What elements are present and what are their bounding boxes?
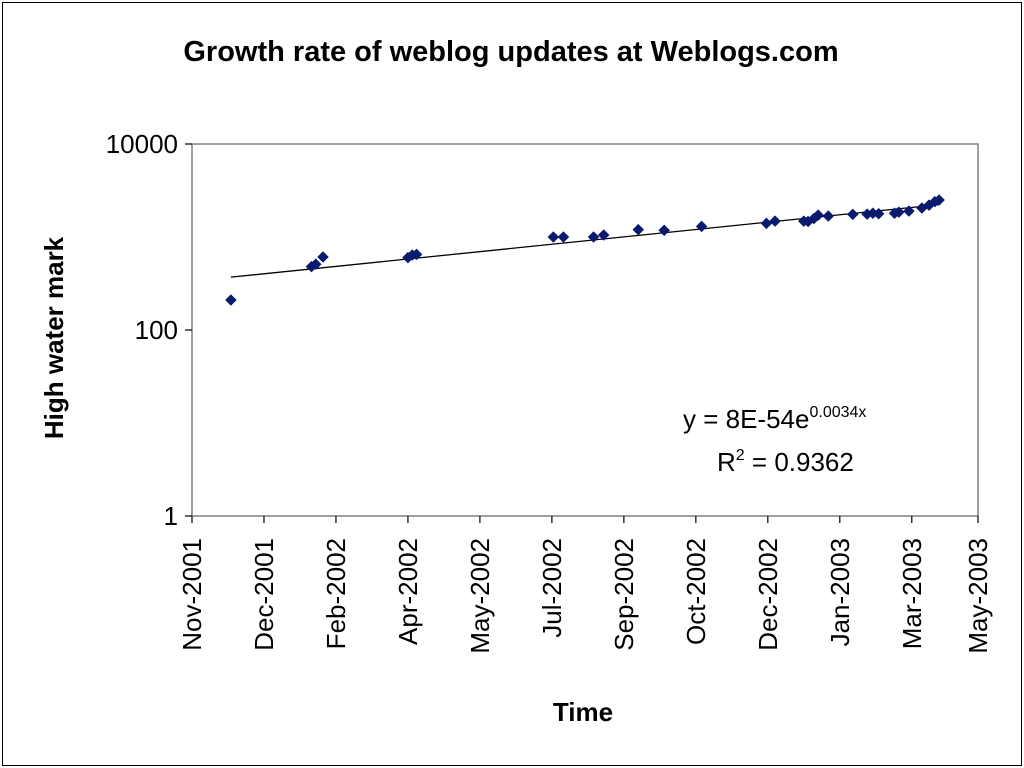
data-point [903, 205, 915, 217]
y-tick-label: 100 [135, 315, 178, 345]
x-tick-label: May-2003 [963, 538, 993, 654]
y-axis-title: High water mark [39, 236, 69, 439]
data-point [812, 209, 825, 221]
x-tick-label: Sep-2002 [609, 538, 639, 651]
data-point [410, 248, 423, 261]
chart: Growth rate of weblog updates at Weblogs… [39, 36, 993, 727]
x-tick-label: Dec-2002 [753, 538, 783, 651]
data-point [317, 251, 329, 263]
data-point [632, 223, 645, 236]
x-tick-label: Apr-2002 [393, 538, 423, 645]
data-point [769, 215, 781, 228]
data-point [225, 294, 237, 306]
x-tick-label: May-2002 [465, 538, 495, 654]
data-point [933, 194, 945, 206]
data-points [225, 194, 945, 306]
x-tick-label: Jul-2002 [537, 538, 567, 638]
x-tick-label: Mar-2003 [897, 538, 927, 649]
data-point [846, 208, 859, 221]
x-tick-label: Dec-2001 [249, 538, 279, 651]
data-point [695, 220, 708, 233]
data-point [587, 231, 600, 243]
data-point [892, 206, 905, 219]
data-point [822, 210, 835, 222]
data-point [547, 231, 560, 243]
plot-area [191, 143, 979, 517]
x-tick-label: Jan-2003 [825, 538, 855, 646]
trend-equation: y = 8E-54e0.0034x [683, 404, 866, 434]
x-tick-label: Feb-2002 [321, 538, 351, 649]
y-tick-label: 1 [164, 501, 178, 531]
r-squared: R2 = 0.9362 [717, 447, 854, 477]
chart-title: Growth rate of weblog updates at Weblogs… [183, 36, 838, 68]
data-point [557, 231, 570, 243]
data-point [658, 224, 671, 237]
data-point [309, 258, 322, 271]
data-point [872, 207, 885, 220]
x-axis-ticks: Nov-2001 Dec-2001 Feb-2002 Apr-2002 May-2002… [177, 516, 993, 654]
x-tick-label: Nov-2001 [177, 538, 207, 651]
x-axis-title: Time [553, 697, 613, 727]
y-axis-ticks: 1 100 10000 [106, 129, 192, 531]
y-tick-label: 10000 [106, 129, 178, 159]
data-point [597, 229, 610, 241]
x-tick-label: Oct-2002 [681, 538, 711, 645]
